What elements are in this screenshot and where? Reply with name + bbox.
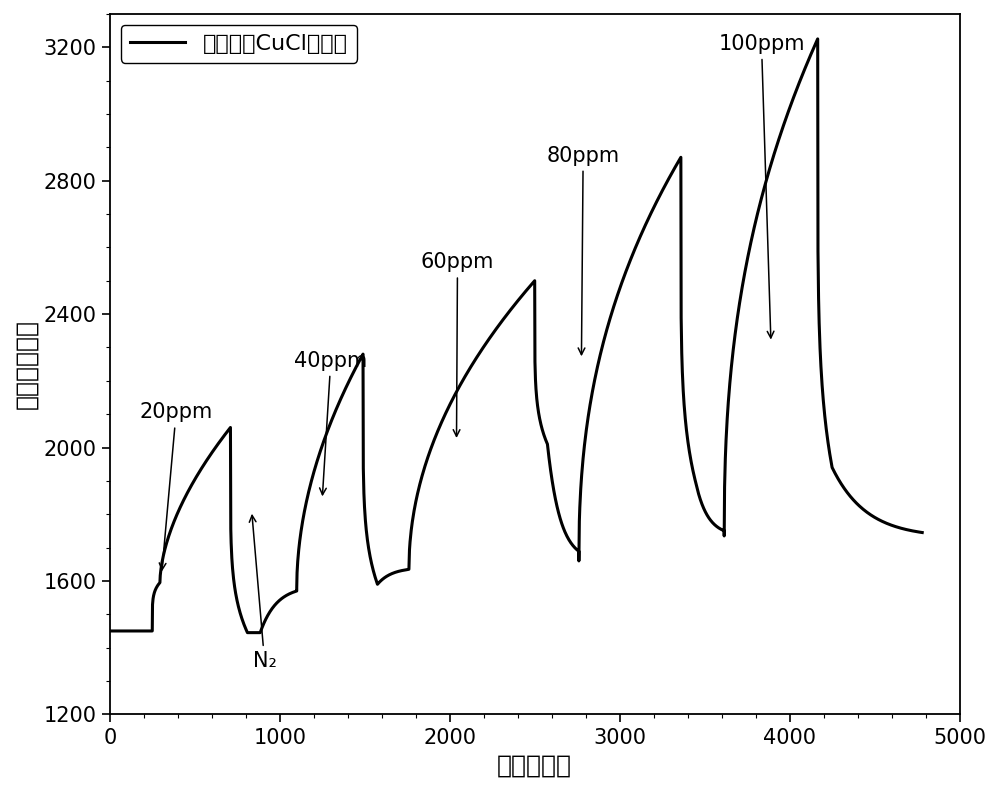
X-axis label: 时间（秒）: 时间（秒）	[497, 753, 572, 777]
Text: 20ppm: 20ppm	[140, 403, 213, 570]
Text: N₂: N₂	[249, 516, 277, 671]
Text: 80ppm: 80ppm	[547, 146, 620, 354]
Text: 60ppm: 60ppm	[421, 252, 494, 437]
Text: 40ppm: 40ppm	[294, 350, 367, 494]
Y-axis label: 电阵（欧姆）: 电阵（欧姆）	[14, 319, 38, 409]
Text: 100ppm: 100ppm	[718, 34, 805, 338]
Legend: 碳纳米管CuCl复合膜: 碳纳米管CuCl复合膜	[121, 25, 357, 62]
